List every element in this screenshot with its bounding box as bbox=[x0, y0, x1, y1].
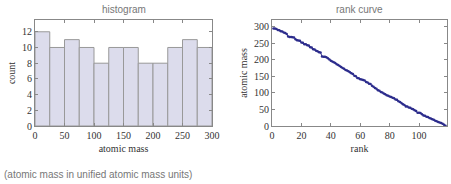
svg-text:atomic mass: atomic mass bbox=[238, 48, 249, 98]
svg-text:10: 10 bbox=[22, 42, 32, 53]
svg-text:6: 6 bbox=[27, 73, 32, 84]
svg-text:50: 50 bbox=[60, 130, 70, 141]
svg-text:250: 250 bbox=[175, 130, 190, 141]
svg-text:200: 200 bbox=[254, 54, 269, 65]
svg-text:12: 12 bbox=[22, 26, 32, 37]
svg-text:50: 50 bbox=[259, 104, 269, 115]
svg-text:2: 2 bbox=[27, 105, 32, 116]
svg-text:60: 60 bbox=[355, 130, 365, 141]
svg-text:150: 150 bbox=[254, 71, 269, 82]
svg-text:100: 100 bbox=[412, 130, 427, 141]
svg-text:40: 40 bbox=[326, 130, 336, 141]
svg-text:300: 300 bbox=[205, 130, 220, 141]
svg-text:20: 20 bbox=[296, 130, 306, 141]
svg-text:(atomic mass in unified atomic: (atomic mass in unified atomic mass unit… bbox=[4, 169, 192, 180]
svg-text:0: 0 bbox=[33, 130, 38, 141]
svg-text:count: count bbox=[6, 62, 17, 84]
svg-text:100: 100 bbox=[254, 87, 269, 98]
svg-text:4: 4 bbox=[27, 89, 32, 100]
svg-text:300: 300 bbox=[254, 21, 269, 32]
svg-text:rank: rank bbox=[351, 143, 369, 154]
svg-text:8: 8 bbox=[27, 58, 32, 69]
svg-text:0: 0 bbox=[27, 121, 32, 132]
svg-text:200: 200 bbox=[146, 130, 161, 141]
svg-text:histogram: histogram bbox=[102, 4, 146, 15]
svg-text:250: 250 bbox=[254, 38, 269, 49]
svg-text:80: 80 bbox=[385, 130, 395, 141]
svg-text:atomic mass: atomic mass bbox=[99, 143, 149, 154]
svg-text:rank curve: rank curve bbox=[336, 4, 383, 15]
svg-text:100: 100 bbox=[87, 130, 102, 141]
svg-text:0: 0 bbox=[270, 130, 275, 141]
svg-text:0: 0 bbox=[264, 121, 269, 132]
svg-text:150: 150 bbox=[116, 130, 131, 141]
